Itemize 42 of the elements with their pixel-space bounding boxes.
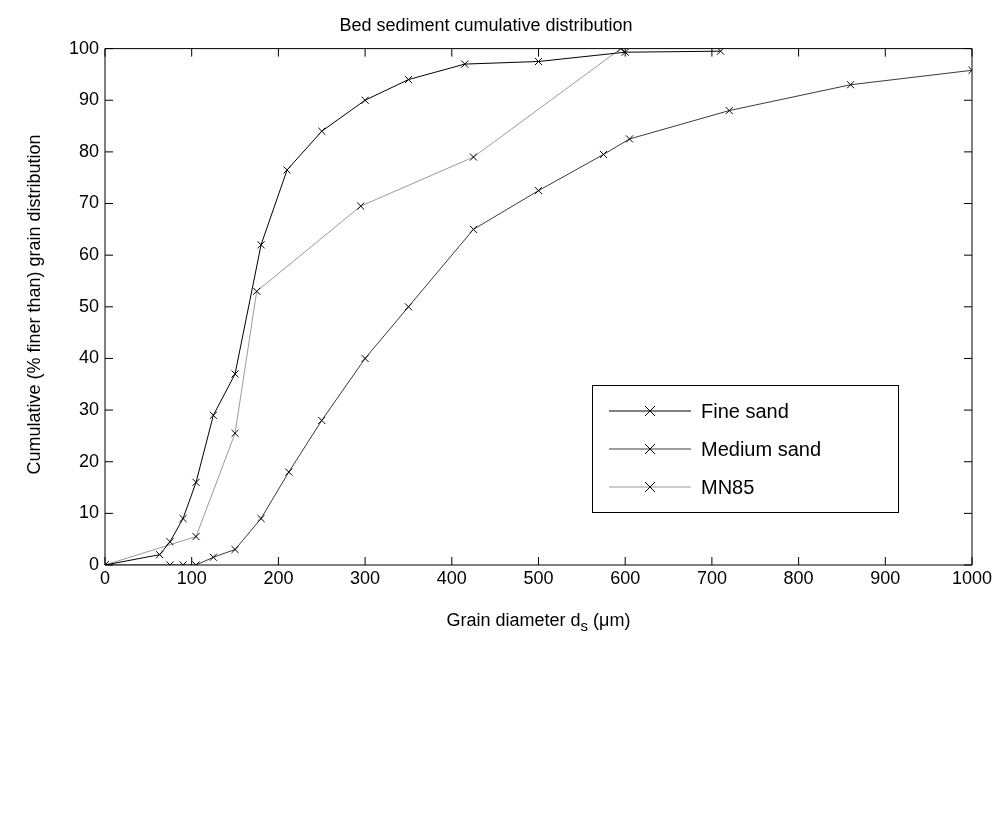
point — [178, 514, 188, 523]
y-tick-label: 30 — [78, 399, 99, 420]
legend-label: MN85 — [701, 475, 755, 499]
y-tick-label: 80 — [78, 140, 99, 161]
y-tick-label: 40 — [78, 347, 99, 368]
point — [165, 537, 175, 546]
x-tick-label: 400 — [436, 567, 467, 588]
y-axis-title: Cumulative (% finer than) grain distribution — [23, 133, 45, 477]
y-tick-label: 50 — [78, 295, 99, 316]
x-tick-label: 800 — [783, 567, 814, 588]
point — [361, 96, 370, 105]
y-tick-label: 60 — [78, 244, 99, 265]
y-tick-label: 70 — [78, 192, 99, 213]
x-tick-label: 900 — [870, 567, 901, 588]
x-tick-label: 500 — [523, 567, 554, 588]
y-tick-label: 100 — [68, 37, 99, 58]
y-tick-label: 90 — [78, 89, 99, 110]
y-tick-label: 0 — [88, 553, 99, 574]
x-tick-label: 1000 — [951, 567, 993, 588]
point — [317, 127, 326, 136]
legend-label: Medium sand — [701, 437, 822, 461]
y-tick-label: 10 — [78, 502, 99, 523]
point — [231, 369, 240, 378]
y-tick-label: 20 — [78, 450, 99, 471]
x-tick-label: 200 — [263, 567, 294, 588]
point — [621, 48, 630, 57]
legend-label: Fine sand — [701, 399, 789, 423]
point — [460, 60, 469, 69]
x-tick-label: 300 — [350, 567, 381, 588]
point — [716, 48, 725, 56]
chart-title: Bed sediment cumulative distribution — [339, 14, 633, 35]
point — [155, 550, 164, 559]
point — [404, 75, 413, 84]
x-tick-label: 600 — [610, 567, 641, 588]
x-tick-label: 700 — [696, 567, 727, 588]
point — [534, 57, 543, 66]
x-axis-title: Grain diameter d$_{s}$ (μm) — [445, 610, 632, 634]
point — [257, 240, 266, 249]
point — [192, 478, 201, 487]
x-tick-label: 100 — [176, 567, 207, 588]
point — [283, 165, 292, 174]
point — [209, 411, 218, 420]
